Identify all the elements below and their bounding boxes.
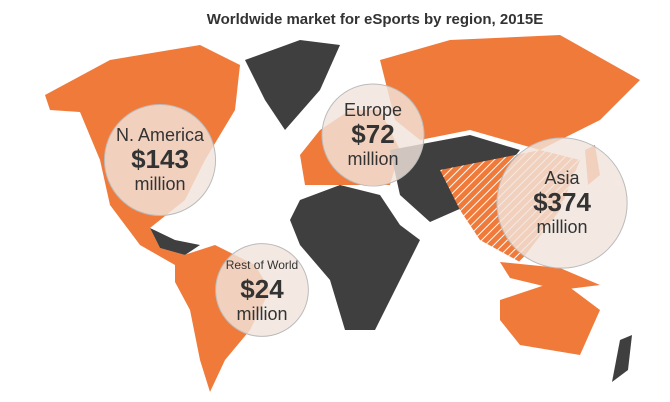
australia (500, 280, 600, 355)
region-bubble (496, 137, 628, 269)
greenland (245, 40, 340, 130)
region-bubbles: N. America$143millionEurope$72millionAsi… (103, 83, 628, 337)
region-bubble (103, 103, 217, 217)
region-value: $143 (131, 144, 189, 174)
region-name: Rest of World (226, 258, 298, 272)
region-value: $72 (351, 119, 394, 149)
region-unit: million (134, 174, 185, 194)
region-value: $24 (240, 274, 284, 304)
indonesia (500, 262, 600, 290)
region-value: $374 (533, 187, 591, 217)
africa (290, 185, 420, 330)
region-name: Europe (344, 100, 402, 120)
russia (380, 35, 640, 150)
title: Worldwide market for eSports by region, … (207, 11, 543, 28)
region-bubble (321, 83, 425, 187)
region-name: N. America (116, 125, 205, 145)
new-zealand (612, 335, 632, 382)
region-bubble (215, 243, 309, 337)
region-unit: million (236, 304, 287, 324)
region-name: Asia (544, 168, 580, 188)
region-unit: million (347, 149, 398, 169)
region-unit: million (536, 217, 587, 237)
central-america (150, 228, 200, 255)
